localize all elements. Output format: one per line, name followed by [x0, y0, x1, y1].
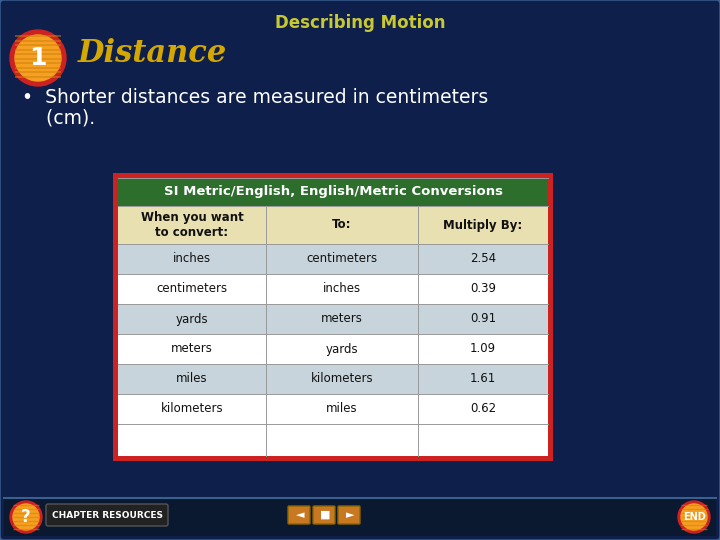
FancyBboxPatch shape: [118, 334, 548, 364]
Text: Multiply By:: Multiply By:: [444, 219, 523, 232]
FancyBboxPatch shape: [118, 394, 548, 424]
FancyBboxPatch shape: [118, 178, 548, 206]
Text: 0.91: 0.91: [470, 313, 496, 326]
Text: END: END: [683, 512, 706, 522]
Text: 0.39: 0.39: [470, 282, 496, 295]
Text: meters: meters: [171, 342, 213, 355]
Circle shape: [10, 501, 42, 533]
Circle shape: [681, 504, 707, 530]
Text: inches: inches: [323, 282, 361, 295]
Text: centimeters: centimeters: [307, 253, 377, 266]
Circle shape: [678, 501, 710, 533]
FancyBboxPatch shape: [113, 173, 553, 461]
Text: (cm).: (cm).: [22, 108, 95, 127]
Text: kilometers: kilometers: [311, 373, 373, 386]
FancyBboxPatch shape: [118, 206, 548, 244]
Circle shape: [13, 504, 39, 530]
Text: ►: ►: [346, 510, 354, 520]
Text: 1.09: 1.09: [470, 342, 496, 355]
FancyBboxPatch shape: [118, 274, 548, 304]
FancyBboxPatch shape: [118, 364, 548, 394]
Text: ?: ?: [21, 508, 31, 526]
FancyBboxPatch shape: [118, 178, 548, 456]
Text: •  Shorter distances are measured in centimeters: • Shorter distances are measured in cent…: [22, 88, 488, 107]
Circle shape: [15, 35, 61, 81]
Text: 0.62: 0.62: [470, 402, 496, 415]
Text: inches: inches: [173, 253, 211, 266]
FancyBboxPatch shape: [313, 506, 335, 524]
Text: Distance: Distance: [78, 38, 228, 70]
Text: miles: miles: [176, 373, 208, 386]
FancyBboxPatch shape: [118, 304, 548, 334]
Text: kilometers: kilometers: [161, 402, 223, 415]
FancyBboxPatch shape: [46, 504, 168, 526]
Text: To:: To:: [332, 219, 352, 232]
Text: Describing Motion: Describing Motion: [275, 14, 445, 32]
Text: CHAPTER RESOURCES: CHAPTER RESOURCES: [52, 510, 163, 519]
FancyBboxPatch shape: [288, 506, 310, 524]
Text: yards: yards: [176, 313, 208, 326]
FancyBboxPatch shape: [118, 244, 548, 274]
FancyBboxPatch shape: [4, 498, 716, 536]
Text: 2.54: 2.54: [470, 253, 496, 266]
Text: ■: ■: [320, 510, 330, 520]
FancyBboxPatch shape: [338, 506, 360, 524]
Text: 1.61: 1.61: [470, 373, 496, 386]
Text: yards: yards: [325, 342, 359, 355]
Text: 1: 1: [30, 46, 47, 70]
Text: centimeters: centimeters: [156, 282, 228, 295]
Text: When you want
to convert:: When you want to convert:: [140, 211, 243, 240]
Text: ◄: ◄: [296, 510, 305, 520]
Text: meters: meters: [321, 313, 363, 326]
Circle shape: [10, 30, 66, 86]
Text: miles: miles: [326, 402, 358, 415]
Text: SI Metric/English, English/Metric Conversions: SI Metric/English, English/Metric Conver…: [163, 186, 503, 199]
